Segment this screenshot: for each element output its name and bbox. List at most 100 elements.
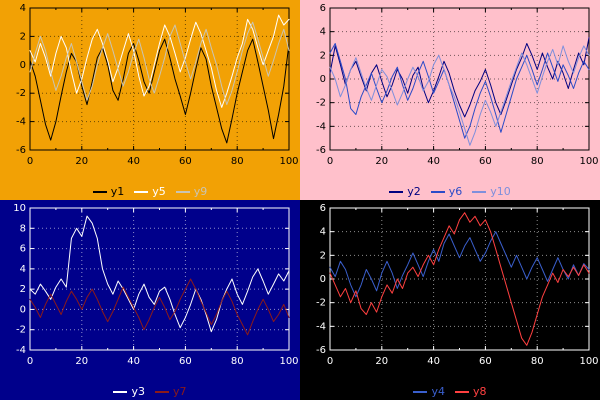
legend-label: y5 (152, 185, 166, 198)
legend-label: y7 (173, 385, 187, 398)
legend-item-y6: y6 (430, 185, 463, 198)
y-tick-label: 0 (320, 74, 326, 85)
x-tick-label: 40 (427, 156, 440, 167)
series-line-y4 (329, 231, 590, 298)
y-tick-label: 10 (13, 203, 26, 214)
x-tick-label: 80 (231, 356, 244, 367)
y-tick-label: 2 (20, 31, 26, 42)
x-tick-label: 0 (327, 356, 333, 367)
x-tick-label: 0 (327, 156, 333, 167)
series-line-y3 (29, 215, 290, 333)
legend-label: y6 (448, 185, 463, 198)
tick-marks (329, 207, 590, 351)
legend-item-y2: y2 (389, 186, 421, 197)
tick-marks (29, 7, 290, 151)
legend-swatch (472, 190, 487, 193)
x-tick-label: 20 (75, 156, 88, 167)
legend-swatch (134, 190, 149, 193)
legend: y4 y8 (300, 386, 600, 397)
y-tick-label: -2 (316, 98, 326, 109)
legend-label: y2 (407, 185, 421, 198)
x-tick-label: 20 (375, 156, 388, 167)
series-line-y2 (329, 37, 590, 118)
x-tick-label: 60 (479, 156, 492, 167)
chart-panel-bottom-right: -6 -4 -2 0 2 4 6 0 20 40 60 80 100 y4 y8 (300, 200, 600, 400)
plot-border (29, 7, 290, 151)
legend-item-y10: y10 (472, 186, 511, 197)
y-tick-label: 6 (20, 244, 26, 255)
x-tick-label: 80 (531, 156, 544, 167)
x-tick-label: 0 (27, 356, 33, 367)
legend-item-y1: y1 (92, 185, 125, 198)
x-tick-label: 100 (579, 356, 598, 367)
legend-swatch (113, 390, 128, 393)
y-tick-label: 4 (320, 27, 326, 38)
series-line-y8 (329, 212, 590, 346)
legend-label: y1 (110, 185, 125, 198)
x-tick-label: 40 (127, 356, 140, 367)
y-tick-label: -6 (316, 345, 326, 356)
legend: y3 y7 (0, 386, 300, 397)
x-tick-label: 60 (479, 356, 492, 367)
y-tick-label: 2 (20, 284, 26, 295)
legend-label: y8 (473, 385, 487, 398)
series-line-y9 (29, 21, 290, 106)
legend-item-y7: y7 (155, 386, 187, 397)
y-tick-label: 4 (20, 3, 26, 14)
y-tick-label: 0 (20, 60, 26, 71)
legend-item-y8: y8 (455, 386, 487, 397)
y-tick-label: -4 (16, 117, 26, 128)
x-tick-label: 100 (579, 156, 598, 167)
y-tick-label: 6 (320, 3, 326, 14)
tick-marks (329, 7, 590, 151)
series-line-y7 (29, 278, 290, 336)
y-tick-label: -4 (316, 121, 326, 132)
legend-item-y5: y5 (134, 186, 166, 197)
y-tick-label: -2 (316, 298, 326, 309)
x-tick-label: 60 (179, 156, 192, 167)
chart-panel-bottom-left: -4 -2 0 2 4 6 8 10 0 20 40 60 80 100 y3 y7 (0, 200, 300, 400)
x-tick-label: 80 (231, 156, 244, 167)
legend-item-y3: y3 (113, 386, 145, 397)
legend: y1 y5 y9 (0, 186, 300, 197)
y-tick-label: 4 (20, 264, 26, 275)
y-tick-label: -2 (16, 325, 26, 336)
legend-label: y10 (490, 185, 511, 198)
y-tick-label: 6 (320, 203, 326, 214)
y-tick-label: 0 (20, 304, 26, 315)
tick-marks (29, 207, 290, 351)
y-tick-label: 8 (20, 223, 26, 234)
y-tick-label: 2 (320, 250, 326, 261)
legend-swatch (389, 190, 404, 193)
x-tick-label: 0 (27, 156, 33, 167)
y-tick-label: -2 (16, 88, 26, 99)
series-line-y1 (29, 38, 290, 144)
legend-swatch (455, 390, 469, 393)
y-tick-label: 4 (320, 227, 326, 238)
x-tick-label: 100 (279, 356, 298, 367)
chart-panel-top-left: -6 -4 -2 0 2 4 0 20 40 60 80 100 y1 y5 y9 (0, 0, 300, 200)
x-tick-label: 40 (427, 356, 440, 367)
y-tick-label: -4 (316, 321, 326, 332)
x-tick-label: 60 (179, 356, 192, 367)
series-line-y5 (29, 14, 290, 108)
legend-label: y3 (131, 385, 145, 398)
grid-lines (29, 7, 290, 151)
legend-swatch (155, 390, 169, 393)
series-line-y6 (329, 43, 590, 139)
y-tick-label: 0 (320, 274, 326, 285)
y-tick-label: 2 (320, 50, 326, 61)
y-tick-label: -4 (16, 345, 26, 356)
legend: y2 y6 y10 (300, 186, 600, 197)
x-tick-label: 20 (375, 356, 388, 367)
y-tick-label: -6 (16, 145, 26, 156)
x-tick-label: 40 (127, 156, 140, 167)
